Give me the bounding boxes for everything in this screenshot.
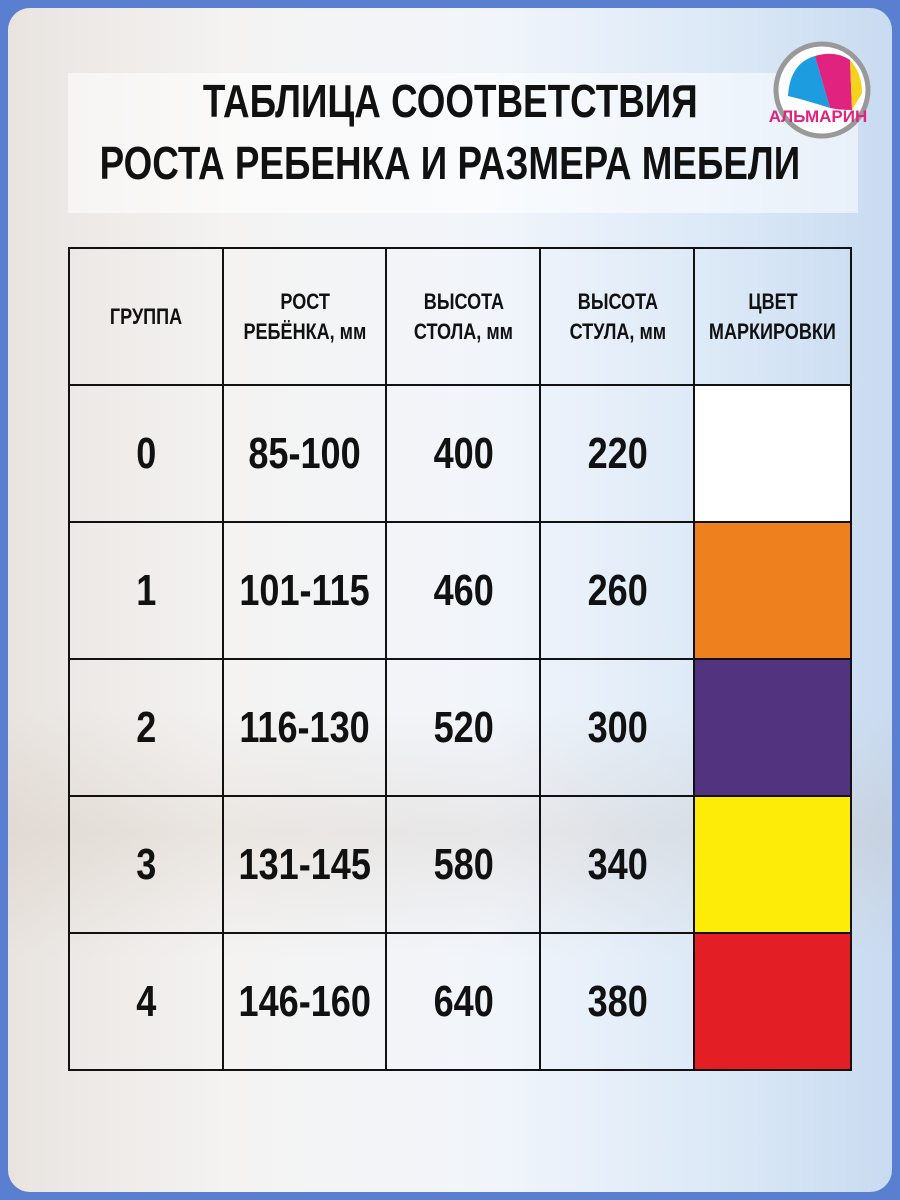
title-band xyxy=(68,73,858,213)
header-group: ГРУППА xyxy=(68,247,224,386)
cell-value: 3 xyxy=(135,839,157,889)
cell-value: 260 xyxy=(587,565,648,615)
cell-value: 85-100 xyxy=(248,428,361,478)
cell-value: 300 xyxy=(587,702,648,752)
cell-table: 580 xyxy=(385,795,542,934)
cell-chair: 300 xyxy=(539,658,696,797)
cell-group: 2 xyxy=(68,658,224,797)
cell-value: 4 xyxy=(135,976,157,1026)
header-color: ЦВЕТ МАРКИРОВКИ xyxy=(693,247,853,386)
cell-table: 460 xyxy=(385,521,542,660)
cell-group: 1 xyxy=(68,521,224,660)
size-table: ГРУППА РОСТ РЕБЁНКА, мм ВЫСОТА СТОЛА, мм В… xyxy=(68,247,853,1071)
cell-value: 460 xyxy=(433,565,494,615)
cell-value: 2 xyxy=(135,702,157,752)
cell-table: 400 xyxy=(385,384,542,523)
header-table-height: ВЫСОТА СТОЛА, мм xyxy=(385,247,542,386)
cell-value: 640 xyxy=(433,976,494,1026)
cell-table: 520 xyxy=(385,658,542,797)
table-row: 0 85-100 400 220 xyxy=(68,384,853,523)
header-text: ГРУППА xyxy=(109,303,183,329)
cell-chair: 260 xyxy=(539,521,696,660)
color-swatch xyxy=(693,384,853,523)
table-row: 4 146-160 640 380 xyxy=(68,932,853,1071)
header-text: ВЫСОТА xyxy=(423,288,504,314)
header-text: СТУЛА, мм xyxy=(569,318,666,344)
cell-chair: 340 xyxy=(539,795,696,934)
cell-value: 131-145 xyxy=(238,839,371,889)
table-header-row: ГРУППА РОСТ РЕБЁНКА, мм ВЫСОТА СТОЛА, мм В… xyxy=(68,247,853,386)
cell-value: 101-115 xyxy=(239,565,370,615)
cell-height: 146-160 xyxy=(221,932,388,1071)
cell-value: 1 xyxy=(135,565,157,615)
color-swatch xyxy=(693,521,853,660)
cell-height: 85-100 xyxy=(221,384,388,523)
cell-value: 0 xyxy=(135,428,157,478)
cell-height: 116-130 xyxy=(221,658,388,797)
cell-value: 400 xyxy=(433,428,494,478)
header-height: РОСТ РЕБЁНКА, мм xyxy=(221,247,388,386)
cell-chair: 220 xyxy=(539,384,696,523)
title-line-1: ТАБЛИЦА СООТВЕТСТВИЯ xyxy=(202,75,698,127)
header-text: ЦВЕТ xyxy=(748,288,798,314)
cell-group: 4 xyxy=(68,932,224,1071)
cell-table: 640 xyxy=(385,932,542,1071)
cell-group: 3 xyxy=(68,795,224,934)
cell-value: 146-160 xyxy=(238,976,371,1026)
table-row: 1 101-115 460 260 xyxy=(68,521,853,660)
header-text: МАРКИРОВКИ xyxy=(709,318,837,344)
cell-chair: 380 xyxy=(539,932,696,1071)
cell-value: 380 xyxy=(587,976,648,1026)
table-row: 3 131-145 580 340 xyxy=(68,795,853,934)
header-text: СТОЛА, мм xyxy=(413,318,514,344)
color-swatch xyxy=(693,795,853,934)
cell-value: 520 xyxy=(433,702,494,752)
cell-height: 131-145 xyxy=(221,795,388,934)
cell-value: 340 xyxy=(587,839,648,889)
cell-value: 580 xyxy=(433,839,494,889)
logo-text: АЛЬМАРИН xyxy=(769,107,867,126)
title-line-2: РОСТА РЕБЕНКА И РАЗМЕРА МЕБЕЛИ xyxy=(99,137,801,189)
cell-value: 116-130 xyxy=(239,702,370,752)
almarin-logo: АЛЬМАРИН xyxy=(769,41,871,139)
header-text: РОСТ xyxy=(280,288,330,314)
page-title: ТАБЛИЦА СООТВЕТСТВИЯ РОСТА РЕБЕНКА И РАЗ… xyxy=(0,70,900,194)
color-swatch xyxy=(693,658,853,797)
cell-group: 0 xyxy=(68,384,224,523)
cell-height: 101-115 xyxy=(221,521,388,660)
color-swatch xyxy=(693,932,853,1071)
header-text: РЕБЁНКА, мм xyxy=(243,318,367,344)
header-chair-height: ВЫСОТА СТУЛА, мм xyxy=(539,247,696,386)
header-text: ВЫСОТА xyxy=(577,288,658,314)
table-row: 2 116-130 520 300 xyxy=(68,658,853,797)
cell-value: 220 xyxy=(587,428,648,478)
